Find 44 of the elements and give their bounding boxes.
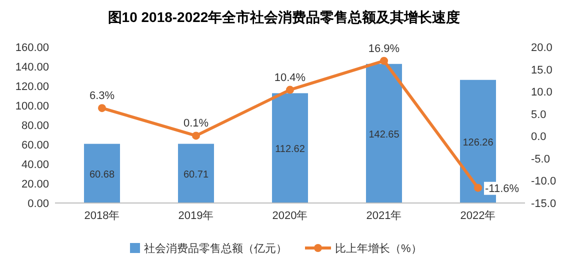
y-tick-label: 160.00 — [15, 42, 49, 54]
point — [98, 104, 106, 112]
data-label: 0.1% — [183, 118, 209, 130]
point — [192, 132, 200, 140]
y2-tick-label: -5.0 — [531, 153, 550, 166]
y-tick-label: 80.00 — [21, 120, 49, 132]
point — [380, 56, 388, 65]
y2-tick-label: 15.0 — [531, 64, 552, 76]
data-label: -11.6% — [485, 182, 520, 195]
x-tick-label: 2018年 — [84, 210, 120, 222]
y-tick-label: 40.00 — [21, 159, 49, 171]
data-label: 16.9% — [368, 42, 400, 55]
y-tick-label: 140.00 — [15, 62, 49, 74]
data-label: 60.71 — [183, 169, 209, 180]
data-label: 60.68 — [89, 169, 115, 180]
bar — [272, 93, 308, 203]
y2-tick-label: 20.0 — [531, 42, 552, 54]
legend-label: 比上年增长（%） — [335, 242, 422, 255]
x-tick-label: 2020年 — [272, 210, 308, 222]
y-tick-label: 120.00 — [15, 81, 49, 93]
y-tick-label: 0.00 — [28, 198, 49, 210]
y-tick-label: 100.00 — [15, 100, 49, 112]
data-label: 126.26 — [462, 137, 494, 148]
x-tick-label: 2021年 — [366, 210, 402, 222]
x-tick-label: 2019年 — [178, 210, 214, 222]
y2-tick-label: -10.0 — [531, 176, 556, 188]
data-label: 142.65 — [368, 129, 400, 140]
y-tick-label: 20.00 — [21, 178, 49, 190]
point — [286, 86, 294, 94]
bar — [178, 144, 214, 203]
data-label: 10.4% — [274, 72, 306, 84]
bar — [84, 144, 120, 203]
data-label: 6.3% — [89, 90, 115, 102]
y2-tick-label: 5.0 — [531, 108, 546, 121]
y2-tick-label: 0.0 — [531, 131, 546, 144]
point — [474, 184, 482, 192]
y2-tick-label: -15.0 — [531, 198, 556, 210]
bar — [366, 64, 402, 203]
x-tick-label: 2022年 — [460, 210, 496, 222]
legend-label: 社会消费品零售总额（亿元） — [144, 242, 287, 255]
y2-tick-label: 10.0 — [531, 86, 552, 99]
chart-title: 图10 2018-2022年全市社会消费品零售总额及其增长速度 — [108, 9, 460, 25]
data-label: 112.62 — [275, 144, 306, 156]
y-tick-label: 60.00 — [21, 140, 49, 152]
